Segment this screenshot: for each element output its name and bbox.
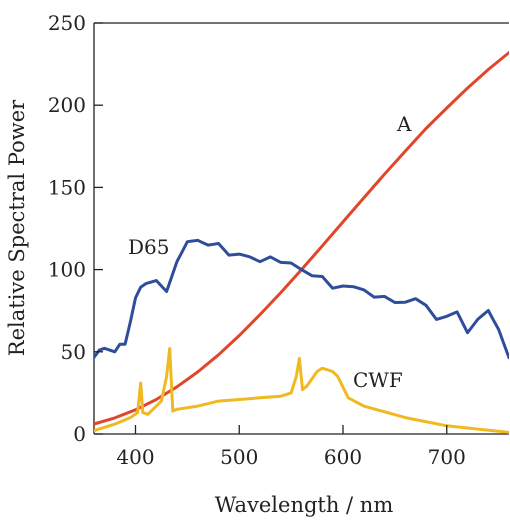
x-axis-label: Wavelength / nm (215, 493, 394, 517)
x-tick-label: 400 (116, 445, 154, 469)
series-layer (94, 51, 509, 434)
y-tick-label: 0 (73, 422, 86, 446)
series-label-d65: D65 (128, 235, 169, 259)
y-tick-label: 250 (48, 11, 86, 35)
y-tick-label: 200 (48, 93, 86, 117)
y-tick-label: 100 (48, 258, 86, 282)
series-label-a: A (396, 112, 412, 136)
y-axis-label: Relative Spectral Power (5, 99, 29, 356)
x-axis-ticks: 400 500 600 700 (116, 425, 466, 469)
y-tick-label: 50 (61, 340, 86, 364)
series-line-cwf (94, 347, 509, 434)
series-line-d65 (94, 238, 509, 360)
y-tick-label: 150 (48, 175, 86, 199)
x-tick-label: 500 (220, 445, 258, 469)
plot-area (93, 22, 509, 435)
y-axis-ticks: 0 50 100 150 200 250 (48, 11, 103, 446)
x-tick-label: 600 (324, 445, 362, 469)
series-label-cwf: CWF (353, 368, 403, 392)
x-tick-label: 700 (428, 445, 466, 469)
